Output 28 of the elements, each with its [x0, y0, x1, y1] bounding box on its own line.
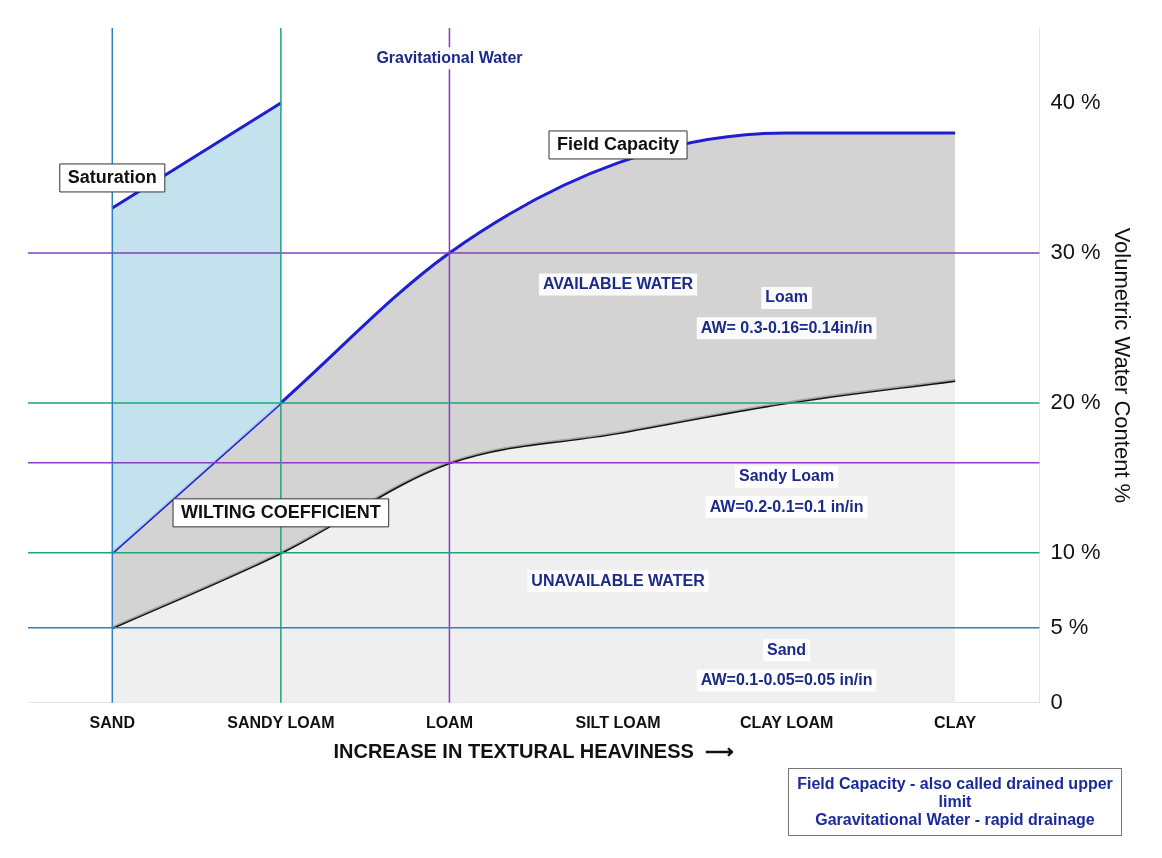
- y-axis-title: Volumetric Water Content %: [1109, 227, 1135, 504]
- x-axis-title: INCREASE IN TEXTURAL HEAVINESS ⟶: [333, 739, 734, 762]
- annotation: Sand: [767, 640, 807, 658]
- series-label: WILTING COEFFICIENT: [181, 501, 381, 522]
- x-tick-label: SILT LOAM: [575, 713, 661, 731]
- y-tick-label: 5 %: [1050, 613, 1089, 639]
- y-tick-label: 40 %: [1050, 89, 1101, 115]
- y-tick-label: 10 %: [1050, 538, 1101, 564]
- annotation: Loam: [765, 288, 808, 306]
- y-tick-label: 30 %: [1050, 239, 1101, 264]
- x-tick-label: LOAM: [425, 713, 473, 731]
- series-label: Field Capacity: [556, 133, 680, 154]
- y-tick-label: 20 %: [1050, 388, 1101, 414]
- annotation: AW=0.2-0.1=0.1 in/in: [709, 497, 864, 515]
- text: Garavitational Water - rapid drainage: [814, 811, 1096, 829]
- annotation: Sandy Loam: [739, 467, 835, 485]
- annotation: UNAVAILABLE WATER: [531, 571, 706, 589]
- annotation: AW= 0.3-0.16=0.14in/in: [700, 318, 873, 336]
- x-tick-label: SANDY LOAM: [227, 713, 335, 731]
- y-tick-label: 0: [1050, 688, 1063, 714]
- annotation: AVAILABLE WATER: [542, 274, 694, 292]
- text: Field Capacity - also called drained upper limit: [796, 775, 1114, 811]
- annotation: AW=0.1-0.05=0.05 in/in: [700, 670, 873, 688]
- annotation: Gravitational Water: [376, 48, 523, 66]
- x-tick-label: SAND: [89, 713, 135, 731]
- x-tick-label: CLAY LOAM: [739, 713, 834, 731]
- x-tick-label: CLAY: [934, 713, 977, 731]
- series-label: Saturation: [67, 166, 157, 187]
